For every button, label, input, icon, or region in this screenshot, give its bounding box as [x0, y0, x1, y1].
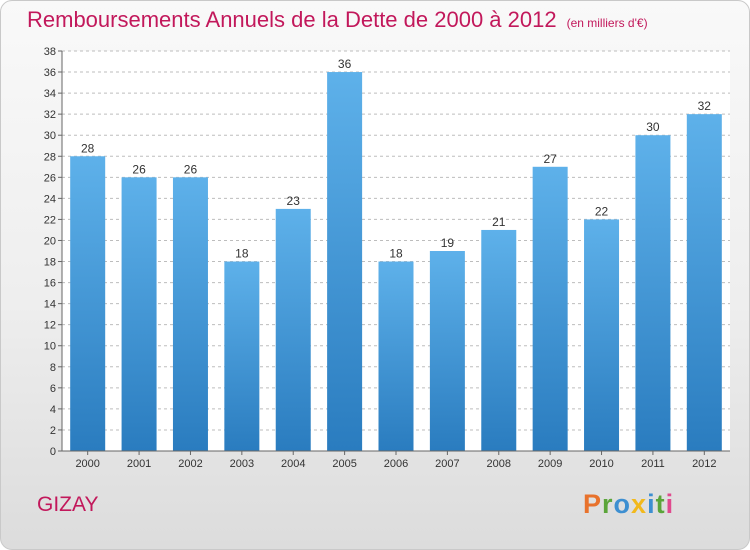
- y-tick-label: 22: [44, 214, 56, 226]
- y-tick-label: 12: [44, 320, 56, 332]
- x-tick-label: 2006: [384, 458, 408, 470]
- chart-title: Remboursements Annuels de la Dette de 20…: [27, 7, 648, 33]
- bar: [584, 219, 620, 451]
- bar-value-label: 23: [287, 194, 301, 208]
- bar-value-label: 30: [646, 120, 660, 134]
- brand-letter: i: [647, 489, 656, 519]
- bar: [327, 72, 363, 451]
- x-tick-label: 2005: [332, 458, 356, 470]
- y-tick-label: 24: [44, 193, 56, 205]
- x-tick-label: 2011: [641, 458, 665, 470]
- brand-logo: Proxiti: [583, 489, 674, 520]
- bar: [275, 208, 311, 451]
- bar: [224, 261, 260, 451]
- y-tick-label: 36: [44, 67, 56, 79]
- x-tick-label: 2010: [589, 458, 613, 470]
- y-tick-label: 34: [44, 88, 56, 100]
- brand-letter: o: [613, 489, 632, 519]
- y-tick-label: 32: [44, 109, 56, 121]
- brand-letter: P: [583, 489, 603, 519]
- bar-value-label: 18: [235, 247, 249, 261]
- bar: [481, 229, 517, 451]
- bar-value-label: 32: [698, 99, 712, 113]
- bar-value-label: 18: [389, 247, 403, 261]
- bar-value-label: 19: [441, 236, 455, 250]
- brand-letter: i: [665, 489, 675, 519]
- bar-value-label: 28: [81, 141, 95, 155]
- y-tick-label: 28: [44, 151, 56, 163]
- bar: [70, 156, 106, 451]
- bar-value-label: 27: [543, 152, 557, 166]
- x-tick-label: 2012: [692, 458, 716, 470]
- x-tick-label: 2009: [538, 458, 562, 470]
- bar-value-label: 26: [132, 162, 146, 176]
- y-tick-label: 6: [50, 383, 56, 395]
- bar: [121, 177, 157, 451]
- y-tick-label: 0: [50, 446, 56, 458]
- bar: [532, 166, 568, 451]
- bar-value-label: 22: [595, 204, 609, 218]
- y-tick-label: 8: [50, 362, 56, 374]
- bar: [378, 261, 414, 451]
- bar: [635, 135, 671, 452]
- bars: 28 26 26 18 23 36 18 19 21 27 22 30 32: [70, 57, 722, 452]
- chart-unit: (en milliers d'€): [566, 16, 648, 30]
- y-tick-label: 2: [50, 425, 56, 437]
- chart-title-text: Remboursements Annuels de la Dette de 20…: [27, 7, 557, 32]
- brand-letter: r: [602, 489, 614, 519]
- bar: [686, 114, 722, 451]
- x-axis: 2000 2001 2002 2003 2004 2005 2006 2007 2008 2009…: [62, 450, 730, 470]
- y-tick-label: 10: [44, 341, 56, 353]
- x-tick-label: 2003: [230, 458, 254, 470]
- x-tick-label: 2007: [435, 458, 459, 470]
- location-label: GIZAY: [37, 493, 99, 516]
- bar-value-label: 26: [184, 162, 198, 176]
- y-tick-label: 26: [44, 172, 56, 184]
- y-tick-label: 18: [44, 257, 56, 269]
- brand-letter: t: [655, 489, 666, 519]
- x-tick-label: 2000: [75, 458, 99, 470]
- x-tick-label: 2002: [178, 458, 202, 470]
- y-tick-label: 14: [44, 299, 56, 311]
- bar-value-label: 21: [492, 215, 506, 229]
- x-tick-label: 2004: [281, 458, 305, 470]
- x-tick-label: 2001: [127, 458, 151, 470]
- bar: [429, 251, 465, 451]
- bar: [172, 177, 208, 451]
- y-tick-label: 30: [44, 130, 56, 142]
- y-tick-label: 16: [44, 278, 56, 290]
- brand-letter: x: [631, 489, 648, 519]
- y-tick-label: 4: [50, 404, 56, 416]
- y-tick-label: 20: [44, 235, 56, 247]
- x-tick-label: 2008: [487, 458, 511, 470]
- y-tick-label: 38: [44, 46, 56, 58]
- bar-value-label: 36: [338, 57, 352, 71]
